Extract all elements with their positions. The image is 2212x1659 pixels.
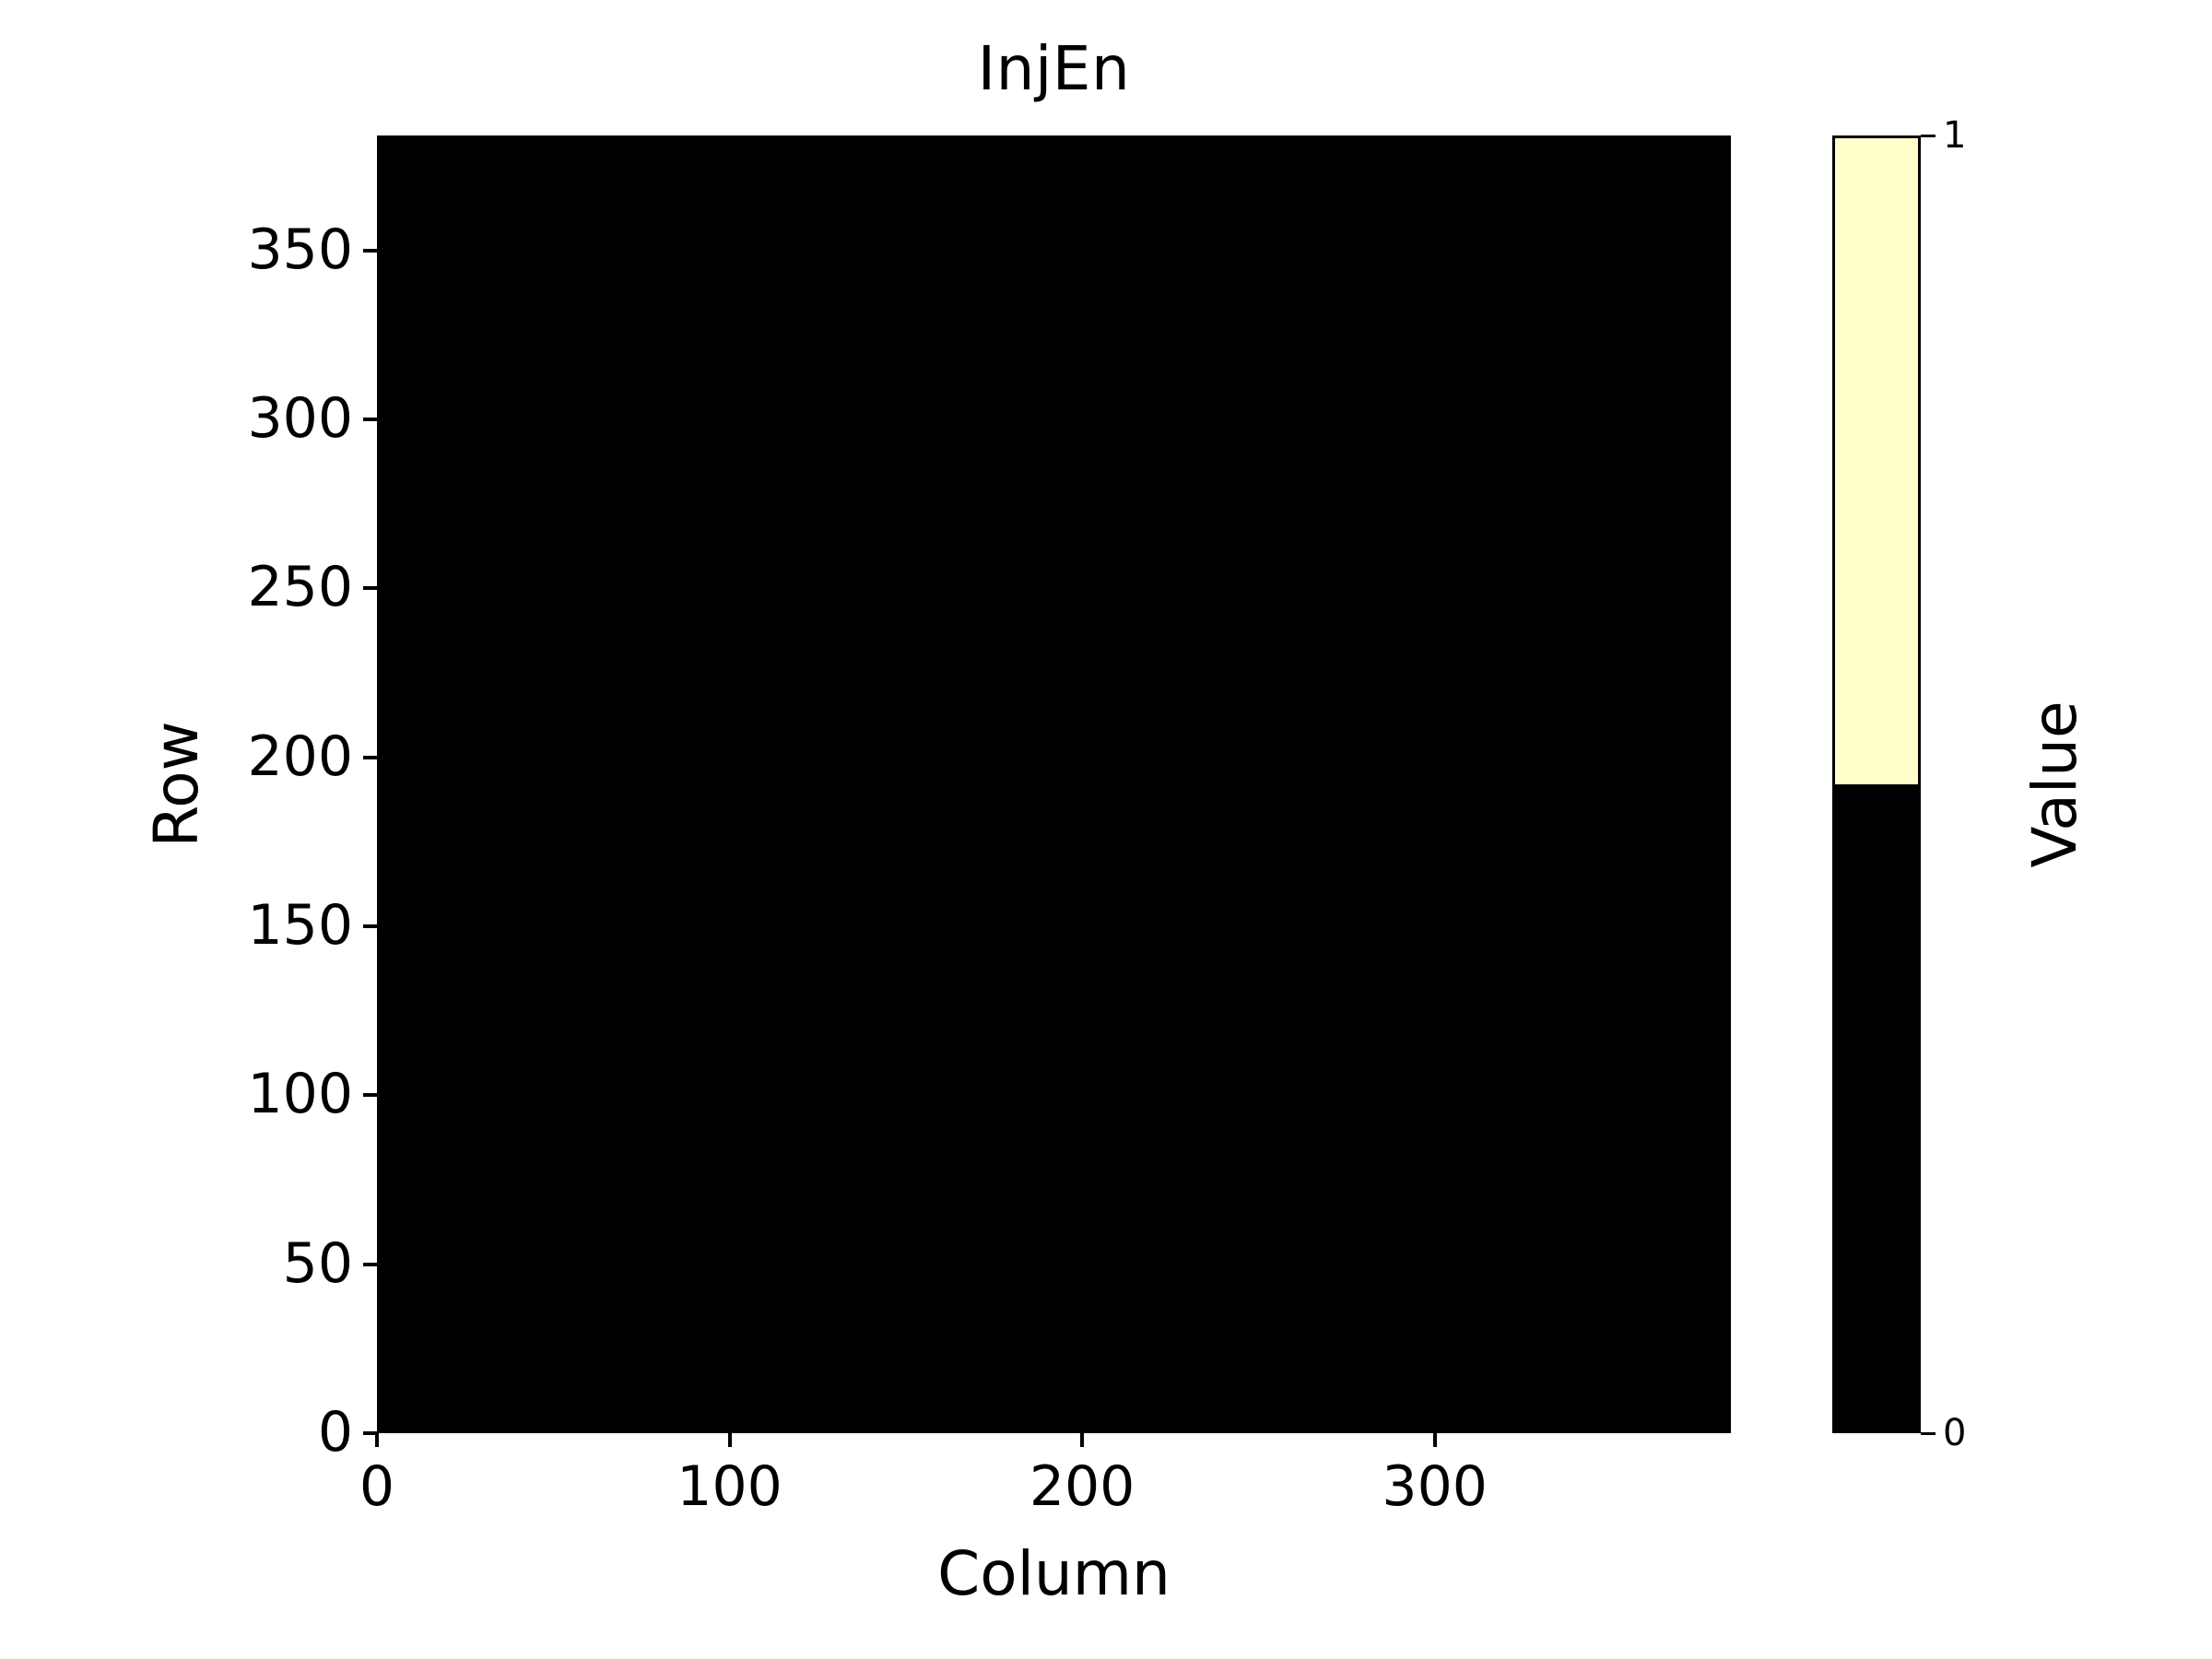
colorbar[interactable] bbox=[1832, 135, 1921, 1433]
y-tick-label: 50 bbox=[282, 1230, 353, 1296]
y-tick-mark bbox=[363, 586, 377, 591]
colorbar-segment-0 bbox=[1835, 784, 1918, 1430]
y-axis-label: Row bbox=[141, 721, 212, 848]
x-tick-label: 200 bbox=[1029, 1454, 1135, 1519]
y-tick-mark bbox=[363, 924, 377, 928]
colorbar-tick-mark bbox=[1921, 135, 1936, 137]
y-tick-mark bbox=[363, 1262, 377, 1266]
y-tick-mark bbox=[363, 1431, 377, 1435]
x-tick-label: 300 bbox=[1382, 1454, 1488, 1519]
colorbar-tick-label-0: 0 bbox=[1943, 1412, 1967, 1454]
colorbar-label: Value bbox=[2019, 700, 2090, 868]
y-tick-label: 250 bbox=[247, 555, 353, 620]
y-tick-mark bbox=[363, 755, 377, 759]
y-tick-label: 350 bbox=[247, 217, 353, 282]
y-tick-mark bbox=[363, 1093, 377, 1098]
x-tick-label: 0 bbox=[359, 1454, 395, 1519]
y-tick-label: 100 bbox=[247, 1062, 353, 1127]
colorbar-tick-label-1: 1 bbox=[1943, 114, 1967, 157]
colorbar-tick-mark bbox=[1921, 1432, 1936, 1435]
y-tick-label: 0 bbox=[317, 1400, 353, 1465]
y-tick-label: 150 bbox=[247, 893, 353, 958]
y-tick-mark bbox=[363, 418, 377, 421]
y-tick-mark bbox=[363, 248, 377, 253]
heatmap-image bbox=[379, 137, 1729, 1431]
colorbar-segment-1 bbox=[1835, 138, 1918, 784]
x-tick-mark bbox=[1080, 1433, 1085, 1447]
page-title: InjEn bbox=[977, 33, 1131, 104]
heatmap-axes[interactable] bbox=[377, 135, 1731, 1433]
x-tick-mark bbox=[375, 1433, 379, 1447]
y-tick-label: 200 bbox=[247, 724, 353, 789]
x-tick-mark bbox=[1432, 1433, 1437, 1447]
x-tick-label: 100 bbox=[677, 1454, 782, 1519]
y-tick-label: 300 bbox=[247, 386, 353, 451]
x-axis-label: Column bbox=[937, 1538, 1171, 1609]
x-tick-mark bbox=[727, 1433, 732, 1447]
